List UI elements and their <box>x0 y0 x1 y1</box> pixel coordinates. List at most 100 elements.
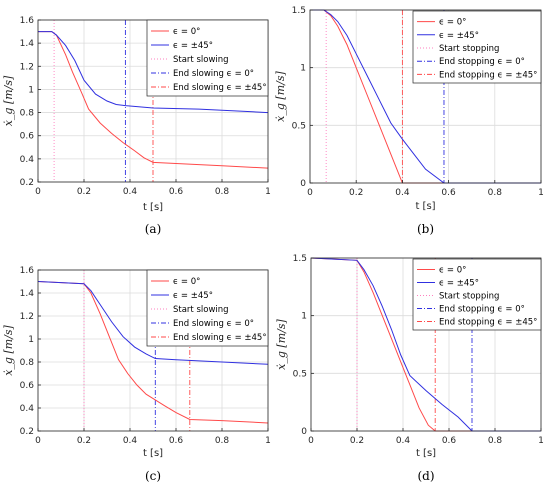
legend-entry-label: End stopping ϵ = ±45° <box>439 318 537 328</box>
x-tick-label: 1 <box>538 436 544 446</box>
y-tick-label: 0 <box>301 427 307 437</box>
legend-entry-label: End slowing ϵ = ±45° <box>173 333 267 343</box>
legend-box <box>412 10 542 84</box>
legend-box <box>146 19 269 97</box>
y-tick-label: 0 <box>300 179 306 189</box>
y-tick-label: 0.8 <box>20 109 35 119</box>
legend-entry-label: ϵ = ±45° <box>439 279 479 289</box>
legend-entry-label: ϵ = ±45° <box>439 31 479 41</box>
series-line-eps-45 <box>38 31 269 114</box>
x-tick-label: 0.8 <box>488 188 503 198</box>
x-tick-label: 0.8 <box>488 436 503 446</box>
y-axis-label: ẋ_g [m/s] <box>2 75 15 126</box>
legend-entry-label: End stopping ϵ = 0° <box>439 305 525 315</box>
legend: ϵ = 0° ϵ = ±45° Start stopping End stopping… <box>412 258 542 331</box>
x-axis-label: t [s] <box>416 448 436 459</box>
x-axis-label: t [s] <box>415 201 435 212</box>
y-tick-label: 1 <box>28 85 34 95</box>
legend-entry-label: Start stopping <box>439 292 499 302</box>
legend: ϵ = 0° ϵ = ±45° Start slowing End slowing ϵ… <box>146 19 269 97</box>
x-tick-label: 0.6 <box>441 188 456 198</box>
y-tick-label: 1.2 <box>20 62 34 72</box>
y-tick-label: 1.4 <box>20 289 35 299</box>
x-tick-label: 0.8 <box>215 187 230 197</box>
x-tick-label: 0.4 <box>123 436 138 446</box>
y-tick-label: 0.4 <box>20 404 35 414</box>
legend-entry-label: ϵ = 0° <box>173 27 200 37</box>
y-tick-label: 1.5 <box>292 6 306 16</box>
legend-entry-label: Start stopping <box>439 44 499 54</box>
y-tick-label: 0.5 <box>293 369 307 379</box>
y-tick-label: 0.8 <box>20 358 35 368</box>
x-tick-label: 0 <box>35 436 41 446</box>
chart-panel-2: 0 0.2 0.4 0.6 0.8 1 0 0.5 1 1.5 t [s] ẋ_g [m/s] (b) ϵ… <box>274 6 544 236</box>
legend-entry-label: ϵ = ±45° <box>173 291 213 301</box>
chart-panel-3: 0 0.2 0.4 0.6 0.8 10.20.40.60.811.21.41.6t [s… <box>2 266 271 483</box>
panel-caption: (a) <box>145 222 162 236</box>
legend: ϵ = 0° ϵ = ±45° Start slowing End slowing ϵ… <box>146 269 269 347</box>
y-tick-label: 0.5 <box>292 121 306 131</box>
x-tick-label: 0.2 <box>77 187 91 197</box>
panel-caption: (b) <box>417 222 434 236</box>
series-line-eps-45 <box>310 257 541 432</box>
legend-entry-label: End slowing ϵ = 0° <box>173 69 254 79</box>
series-line-eps-0 <box>37 281 269 424</box>
x-tick-label: 1 <box>265 436 271 446</box>
legend-entry-label: ϵ = 0° <box>439 266 466 276</box>
legend-entry-label: Start slowing <box>173 305 229 315</box>
y-axis-label: ẋ_g [m/s] <box>2 324 15 375</box>
legend-entry-label: End stopping ϵ = ±45° <box>439 70 537 80</box>
legend-entry-label: ϵ = 0° <box>439 18 466 28</box>
panel-caption: (d) <box>417 469 434 483</box>
legend-entry-label: End slowing ϵ = ±45° <box>173 83 267 93</box>
y-tick-label: 1 <box>301 312 307 322</box>
y-tick-label: 1.6 <box>20 266 35 276</box>
y-tick-label: 0.4 <box>20 155 35 165</box>
legend-entry-label: End stopping ϵ = 0° <box>439 57 525 67</box>
chart-panel-1: 0 0.2 0.4 0.6 0.8 10.20.40.60.811.21.41.6t [s… <box>2 16 271 236</box>
legend: ϵ = 0° ϵ = ±45° Start stopping End stopping… <box>412 10 542 84</box>
y-tick-label: 0.6 <box>20 132 35 142</box>
y-axis-label: ẋ_g [m/s] <box>275 318 288 369</box>
axes-box <box>309 9 542 184</box>
x-tick-label: 0.6 <box>442 436 457 446</box>
x-tick-label: 1 <box>538 188 544 198</box>
y-axis-label: ẋ_g [m/s] <box>274 70 287 121</box>
x-tick-label: 0.6 <box>169 436 184 446</box>
legend-entry-label: ϵ = 0° <box>173 277 200 287</box>
x-tick-label: 0.2 <box>350 436 364 446</box>
x-tick-label: 0.4 <box>396 436 411 446</box>
series-line-eps-0 <box>310 9 541 184</box>
x-tick-label: 0.4 <box>123 187 138 197</box>
legend-box <box>146 269 269 347</box>
y-tick-label: 1.6 <box>20 16 35 26</box>
x-tick-label: 0.2 <box>349 188 363 198</box>
x-tick-label: 0.2 <box>77 436 91 446</box>
y-tick-label: 1.2 <box>20 312 34 322</box>
legend-entry-label: Start slowing <box>173 55 229 65</box>
y-tick-label: 0.6 <box>20 381 35 391</box>
x-tick-label: 0.8 <box>215 436 230 446</box>
series-line-eps-45 <box>310 9 541 184</box>
x-tick-label: 0 <box>308 436 314 446</box>
chart-panel-4: 0 0.2 0.4 0.6 0.8 1 0 0.5 1 1.5 t [s] ẋ_g [m/s] (d) ϵ… <box>275 254 544 483</box>
y-tick-label: 0.2 <box>20 427 34 437</box>
x-tick-label: 0 <box>307 188 313 198</box>
x-tick-label: 0.6 <box>169 187 184 197</box>
y-tick-label: 1 <box>300 64 306 74</box>
x-axis-label: t [s] <box>143 202 163 213</box>
series-line-eps-45 <box>37 281 269 365</box>
y-tick-label: 1 <box>28 335 34 345</box>
legend-entry-label: ϵ = ±45° <box>173 41 213 51</box>
legend-entry-label: End slowing ϵ = 0° <box>173 319 254 329</box>
x-tick-label: 0.4 <box>395 188 410 198</box>
axes-box <box>310 257 542 432</box>
panel-caption: (c) <box>145 469 161 483</box>
series-line-eps-0 <box>38 31 269 169</box>
series-line-eps-0 <box>310 257 541 432</box>
y-tick-label: 1.5 <box>293 254 307 264</box>
y-tick-label: 1.4 <box>20 39 35 49</box>
x-axis-label: t [s] <box>143 448 163 459</box>
legend-box <box>412 258 542 331</box>
